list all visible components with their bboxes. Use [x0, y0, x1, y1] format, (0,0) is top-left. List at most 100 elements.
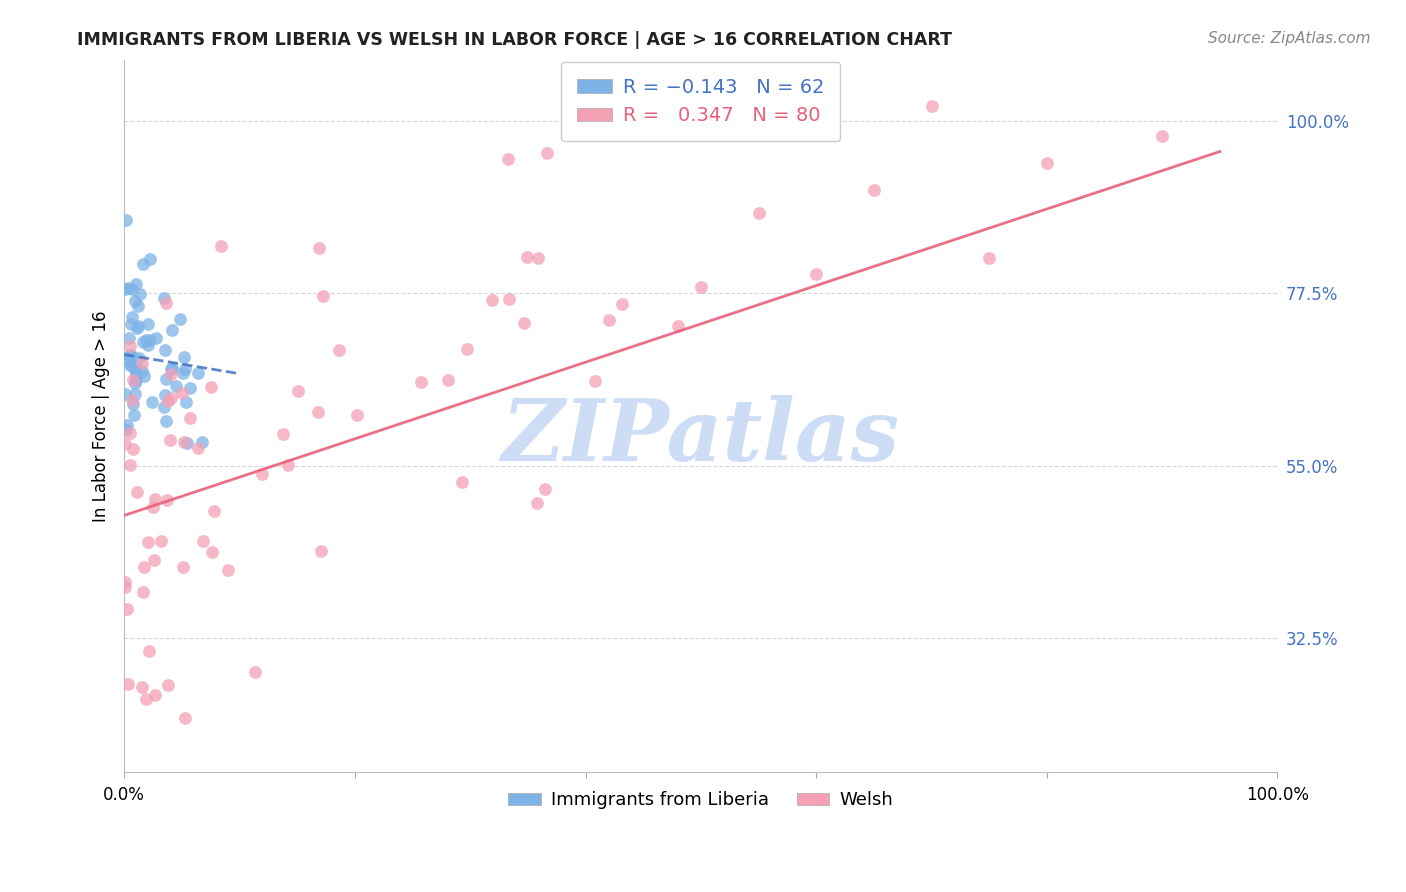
- Point: [170, 386, 193, 401]
- Point: [121, 310, 143, 324]
- Point: [131, 356, 153, 370]
- Point: [202, 504, 225, 518]
- Point: [122, 373, 145, 387]
- Point: [159, 362, 181, 376]
- Point: [136, 318, 159, 332]
- Point: [863, 183, 886, 197]
- Point: [132, 334, 155, 349]
- Point: [159, 433, 181, 447]
- Point: [307, 405, 329, 419]
- Point: [118, 458, 141, 472]
- Point: [155, 372, 177, 386]
- Point: [450, 475, 472, 489]
- Point: [921, 99, 943, 113]
- Point: [250, 467, 273, 482]
- Point: [138, 333, 160, 347]
- Y-axis label: In Labor Force | Age > 16: In Labor Force | Age > 16: [93, 310, 110, 522]
- Point: [979, 251, 1001, 265]
- Point: [121, 349, 143, 363]
- Point: [125, 277, 148, 291]
- Point: [125, 484, 148, 499]
- Point: [173, 434, 195, 449]
- Point: [143, 491, 166, 506]
- Point: [121, 442, 143, 457]
- Point: [187, 441, 209, 455]
- Point: [135, 333, 157, 347]
- Point: [598, 312, 620, 326]
- Point: [173, 350, 195, 364]
- Point: [122, 408, 145, 422]
- Point: [118, 426, 141, 441]
- Point: [804, 268, 827, 282]
- Point: [179, 381, 201, 395]
- Point: [312, 289, 335, 303]
- Point: [115, 418, 138, 433]
- Point: [516, 250, 538, 264]
- Point: [114, 213, 136, 227]
- Point: [157, 393, 180, 408]
- Point: [128, 351, 150, 365]
- Point: [155, 388, 177, 402]
- Point: [160, 323, 183, 337]
- Point: [132, 257, 155, 271]
- Point: [117, 281, 139, 295]
- Point: [512, 316, 534, 330]
- Point: [136, 338, 159, 352]
- Point: [114, 387, 136, 401]
- Point: [132, 560, 155, 574]
- Point: [217, 563, 239, 577]
- Point: [118, 339, 141, 353]
- Point: [309, 544, 332, 558]
- Point: [127, 299, 149, 313]
- Point: [141, 394, 163, 409]
- Point: [201, 544, 224, 558]
- Point: [131, 680, 153, 694]
- Point: [124, 387, 146, 401]
- Point: [114, 282, 136, 296]
- Point: [115, 601, 138, 615]
- Point: [117, 352, 139, 367]
- Point: [666, 318, 689, 333]
- Point: [143, 553, 166, 567]
- Point: [114, 423, 136, 437]
- Text: Source: ZipAtlas.com: Source: ZipAtlas.com: [1208, 31, 1371, 46]
- Point: [143, 689, 166, 703]
- Point: [129, 287, 152, 301]
- Point: [121, 397, 143, 411]
- Point: [114, 437, 136, 451]
- Point: [747, 206, 769, 220]
- Point: [160, 391, 183, 405]
- Point: [127, 318, 149, 333]
- Point: [346, 408, 368, 422]
- Legend: Immigrants from Liberia, Welsh: Immigrants from Liberia, Welsh: [501, 784, 901, 816]
- Point: [124, 359, 146, 374]
- Point: [200, 379, 222, 393]
- Point: [174, 394, 197, 409]
- Point: [125, 321, 148, 335]
- Point: [165, 378, 187, 392]
- Point: [118, 348, 141, 362]
- Point: [155, 296, 177, 310]
- Point: [287, 384, 309, 399]
- Point: [124, 376, 146, 391]
- Point: [160, 360, 183, 375]
- Point: [121, 359, 143, 373]
- Point: [179, 411, 201, 425]
- Point: [277, 458, 299, 472]
- Point: [153, 291, 176, 305]
- Point: [125, 373, 148, 387]
- Point: [176, 436, 198, 450]
- Point: [172, 559, 194, 574]
- Point: [437, 373, 460, 387]
- Point: [191, 533, 214, 548]
- Point: [138, 644, 160, 658]
- Point: [118, 349, 141, 363]
- Point: [1036, 155, 1059, 169]
- Point: [271, 426, 294, 441]
- Point: [536, 145, 558, 160]
- Point: [124, 293, 146, 308]
- Point: [124, 362, 146, 376]
- Point: [191, 435, 214, 450]
- Point: [121, 282, 143, 296]
- Point: [120, 358, 142, 372]
